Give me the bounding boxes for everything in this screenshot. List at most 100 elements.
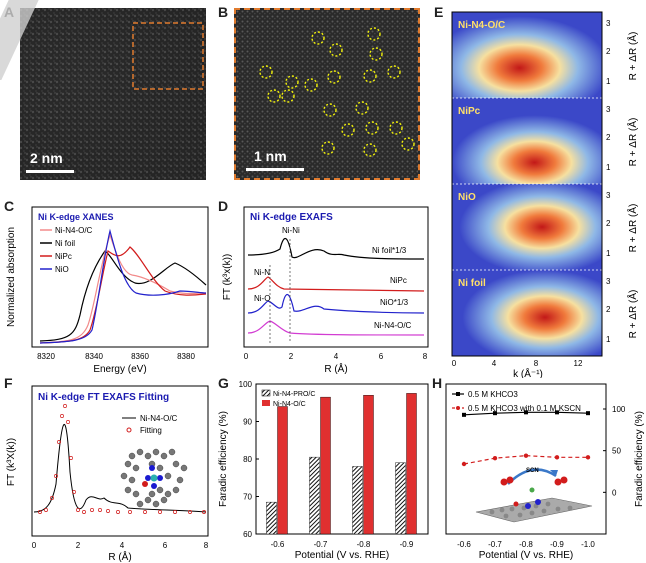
bar-legend-1: Ni-N4-PRO/C	[273, 391, 315, 398]
xanes-xtick: 8380	[177, 352, 195, 361]
wavelet-ytick: 3	[606, 105, 611, 114]
bar-xtick: -0.7	[314, 540, 328, 549]
line-legend-2: 0.5 M KHCO3 with 0.1 M KSCN	[468, 404, 581, 413]
wavelet-ytick: 1	[606, 335, 611, 344]
xanes-legend-2: Ni foil	[55, 239, 75, 248]
wavelet-ylabel: R + ΔR (Å)	[626, 118, 639, 167]
xanes-xtick: 8320	[37, 352, 55, 361]
exafs-xtick: 8	[423, 352, 428, 361]
wavelet-label: NiO	[458, 192, 476, 203]
xanes-curve-nio	[39, 228, 207, 344]
exafs-xlabel: R (Å)	[324, 362, 347, 375]
wavelet-label: NiPc	[458, 106, 481, 117]
line-xtick: -1.0	[581, 540, 595, 549]
line-point-0-4	[586, 411, 590, 416]
molecular-structure-inset	[120, 448, 188, 508]
wavelet-map-nipc	[452, 98, 602, 184]
line-legend-1: 0.5 M KHCO3	[468, 390, 518, 399]
line-xtick: -0.8	[519, 540, 533, 549]
line-point-1-3	[554, 455, 560, 460]
exafs-curve-label: NiPc	[390, 276, 407, 285]
bar-xtick: -0.9	[400, 540, 414, 549]
xanes-chart: Ni K-edge XANES Ni-N4-O/C Ni foil NiPc N…	[6, 206, 209, 375]
peak-label-ni-o: Ni-O	[254, 294, 270, 303]
fitting-curve-markers	[38, 404, 206, 514]
line-ytick: 100	[612, 405, 626, 414]
wavelet-ytick: 3	[606, 19, 611, 28]
exafs-xtick: 0	[244, 352, 249, 361]
wavelet-ytick: 2	[606, 219, 611, 228]
peak-label-ni-ni: Ni-Ni	[282, 226, 300, 235]
micrograph-a: 2 nm	[20, 8, 206, 180]
wavelet-map-nio	[452, 184, 602, 270]
exafs-curve-ni-foil	[247, 238, 425, 260]
bar-xlabel: Potential (V vs. RHE)	[295, 550, 389, 561]
exafs-xtick: 2	[289, 352, 294, 361]
line-point-1-4	[585, 455, 591, 460]
bar-ytick: 100	[239, 380, 253, 389]
panel-label-c: C	[4, 198, 15, 214]
bar-ytick: 80	[243, 455, 252, 464]
line-ytick: 50	[612, 447, 621, 456]
bar-pro-1	[309, 456, 320, 535]
wavelet-xlabel: k (Å⁻¹)	[513, 367, 543, 378]
bar-ytick: 70	[243, 493, 252, 502]
fitting-xtick: 4	[120, 541, 125, 550]
exafs-chart: Ni K-edge EXAFS Ni-Ni Ni-N Ni-O Ni foil*…	[222, 206, 429, 375]
line-xtick: -0.9	[550, 540, 564, 549]
wavelet-ytick: 1	[606, 163, 611, 172]
faradaic-line-chart: 0.5 M KHCO3 0.5 M KHCO3 with 0.1 M KSCN …	[445, 383, 645, 561]
panel-label-d: D	[218, 198, 229, 214]
panel-label-e: E	[434, 4, 444, 20]
line-xtick: -0.7	[488, 540, 502, 549]
wavelet-xtick: 12	[574, 359, 583, 368]
fitting-xtick: 2	[76, 541, 81, 550]
fitting-xlabel: R (Å)	[108, 550, 131, 562]
catalyst-illustration: SCN	[475, 468, 593, 523]
line-xtick: -0.6	[457, 540, 471, 549]
bar-ytick: 60	[243, 530, 252, 539]
wavelet-ytick: 1	[606, 77, 611, 86]
fitting-curve-data	[33, 423, 207, 513]
micrograph-b: 1 nm	[234, 8, 420, 180]
wavelet-ytick: 2	[606, 133, 611, 142]
bar-xtick: -0.8	[357, 540, 371, 549]
scale-bar-a	[26, 170, 74, 173]
exafs-curve-nipc	[247, 276, 425, 292]
line-ylabel: Faradic efficiency (%)	[634, 411, 645, 507]
fitting-title: Ni K-edge FT EXAFS Fitting	[38, 392, 169, 403]
line-ytick: 0	[612, 488, 617, 497]
wavelet-label: Ni foil	[458, 278, 486, 289]
exafs-ylabel: FT (k³x(k))	[222, 254, 233, 300]
exafs-curve-label: Ni-N4-O/C	[374, 321, 412, 330]
line-point-1-0	[461, 461, 467, 467]
fitting-ylabel: FT (k³X(k))	[6, 438, 17, 486]
xanes-legend-4: NiO	[55, 265, 69, 274]
wavelet-ytick: 1	[606, 249, 611, 258]
bar-o-1	[320, 396, 331, 535]
wavelet-ytick: 3	[606, 191, 611, 200]
xanes-legend-3: NiPc	[55, 252, 72, 261]
wavelet-xtick: 8	[534, 359, 539, 368]
panel-label-h: H	[432, 375, 443, 391]
line-point-1-2	[523, 453, 529, 458]
line-point-0-0	[462, 412, 466, 417]
line-point-0-1	[493, 411, 497, 416]
line-point-0-3	[555, 410, 559, 415]
peak-label-ni-n: Ni-N	[254, 268, 270, 277]
panel-label-f: F	[4, 375, 13, 391]
exafs-curve-label: Ni foil*1/3	[372, 246, 407, 255]
wavelet-xtick: 4	[492, 359, 497, 368]
zoom-region-box	[132, 22, 204, 90]
exafs-curve-label: NiO*1/3	[380, 298, 409, 307]
scale-text-a: 2 nm	[30, 150, 63, 166]
bar-o-0	[277, 406, 288, 535]
xanes-xtick: 8340	[85, 352, 103, 361]
exafs-xtick: 4	[334, 352, 339, 361]
exafs-xtick: 6	[379, 352, 384, 361]
xanes-legend-1: Ni-N4-O/C	[55, 226, 93, 235]
faradaic-bar-chart: Ni-N4-PRO/C Ni-N4-O/C 100 90 80 70 60 -0.6 -0…	[218, 380, 429, 561]
scale-text-b: 1 nm	[254, 148, 287, 164]
xanes-curve-nipc	[39, 246, 207, 344]
